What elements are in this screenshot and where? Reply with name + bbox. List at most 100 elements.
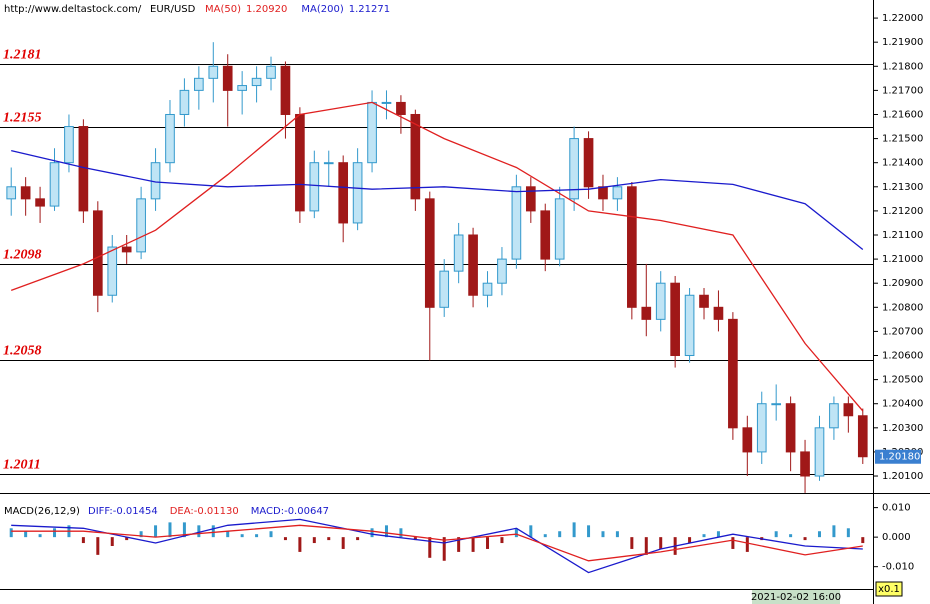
candle-body (756, 403, 767, 453)
legend-value: 1.21271 (349, 4, 390, 15)
candle-body (136, 198, 146, 253)
macd-bar (341, 537, 345, 549)
macd-bar (702, 534, 706, 538)
macd-bar (688, 537, 692, 544)
macd-bar (558, 531, 562, 538)
candle-body (352, 162, 363, 224)
macd-bar (832, 525, 836, 538)
symbol: EUR/USD (150, 4, 196, 15)
macd-bar (428, 537, 432, 558)
candle-body (396, 101, 406, 115)
y-tick-label: 1.21800 (882, 61, 923, 72)
candle-body (424, 198, 435, 308)
zoom-box (875, 581, 903, 597)
candle-body (251, 77, 262, 87)
macd-bar (53, 528, 57, 538)
series-line (11, 518, 863, 574)
time-box (752, 590, 840, 604)
y-tick-label: 1.21100 (882, 230, 923, 241)
candle-body (222, 65, 233, 91)
macd-bar (269, 531, 273, 538)
candle-body (280, 65, 291, 115)
level-label: 1.2098 (3, 248, 42, 263)
y-tick-label: 1.21900 (882, 37, 923, 48)
macd-bar (543, 534, 547, 538)
macd-bar (413, 537, 417, 541)
candle-body (237, 85, 247, 91)
macd-bar (615, 531, 619, 538)
candle-body (684, 294, 695, 357)
macd-bar (861, 537, 865, 544)
candle-body (323, 162, 334, 165)
macd-bar (96, 537, 100, 555)
y-tick-label: 1.21300 (882, 182, 923, 193)
macd-bar (197, 525, 201, 538)
macd-bar (24, 531, 28, 538)
candle-body (670, 282, 680, 357)
level-label: 1.2011 (3, 458, 41, 473)
legend-label: DIFF:-0.01454 (88, 506, 158, 517)
macd-bar (255, 534, 259, 538)
candle-body (540, 210, 551, 260)
macd-bar (587, 525, 591, 538)
candle-body (194, 77, 204, 91)
y-tick-label: -0.010 (882, 562, 914, 573)
series-line (10, 101, 864, 412)
macd-bar (601, 531, 605, 538)
candle-body (583, 138, 594, 188)
candle-body (857, 415, 868, 458)
legend-label: MA(50) (205, 4, 241, 15)
macd-bar (125, 537, 129, 541)
macd-bar (529, 525, 533, 538)
last-price-box (875, 449, 921, 464)
macd-bar (774, 531, 778, 538)
candle-body (121, 246, 132, 253)
y-tick-label: 1.21600 (882, 109, 923, 120)
macd-bar (659, 537, 663, 549)
candle-body (612, 186, 623, 200)
legend-value: 1.20920 (246, 4, 287, 15)
candle-body (295, 113, 305, 212)
candle-body (165, 113, 175, 164)
candle-body (800, 451, 810, 477)
macd-bar (384, 525, 388, 538)
macd-bar (486, 537, 490, 549)
candle-body (20, 186, 31, 200)
candle-body (92, 210, 103, 296)
macd-bar (283, 537, 287, 541)
macd-bar (745, 537, 749, 552)
macd-bar (298, 537, 302, 552)
macd-bar (327, 537, 331, 541)
macd-bar (644, 537, 648, 555)
candle-body (6, 186, 17, 200)
macd-bar (789, 534, 793, 538)
macd-bar (630, 537, 634, 549)
candle-body (35, 198, 45, 207)
zoom-label: x0.1 (878, 584, 900, 595)
macd-bar (370, 528, 374, 538)
candle-body (381, 101, 392, 104)
candle-body (266, 65, 276, 79)
candle-body (655, 282, 666, 320)
macd-bar (226, 531, 230, 538)
time-label: 2021-02-02 16:00 (751, 592, 841, 603)
macd-bar (471, 537, 475, 552)
candle-body (699, 294, 709, 308)
macd-bar (846, 528, 850, 538)
candle-body (179, 89, 190, 115)
level-label: 1.2155 (3, 111, 42, 126)
y-tick-label: 1.20300 (882, 423, 923, 434)
candle-body (569, 138, 579, 200)
candle-body (641, 306, 652, 320)
macd-bar (139, 531, 143, 538)
macd-bar (312, 537, 316, 544)
candle-body (627, 186, 637, 308)
macd-bar (81, 537, 85, 544)
macd-bar (168, 522, 172, 538)
y-tick-label: 1.20100 (882, 471, 923, 482)
candle-body (439, 270, 450, 308)
macd-bar (110, 537, 114, 546)
candle-body (410, 113, 421, 200)
